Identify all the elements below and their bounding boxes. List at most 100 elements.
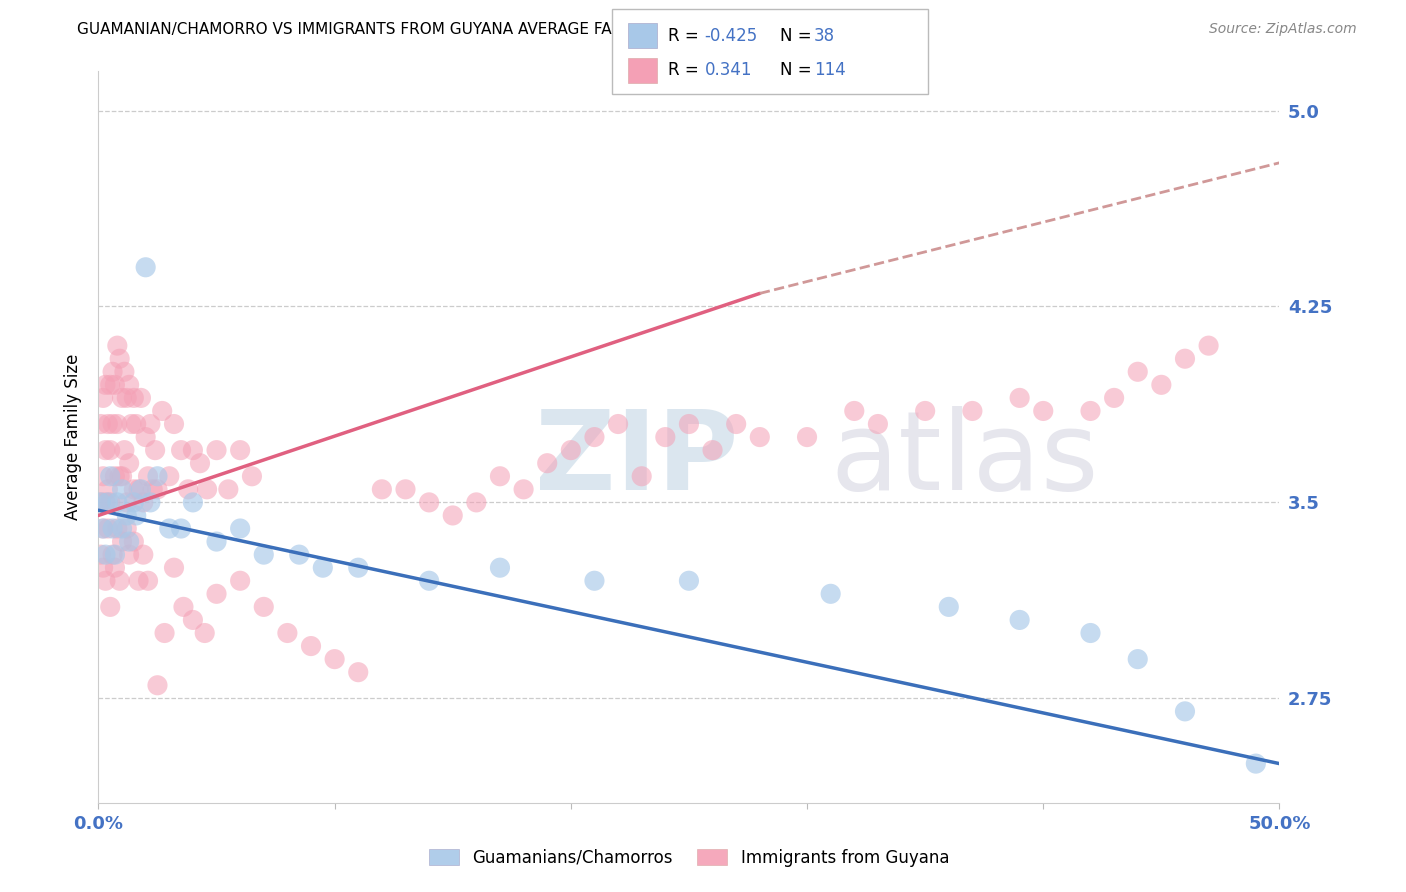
Point [194,626,217,640]
Point [1126,365,1149,379]
Point [108,469,131,483]
Point [299,639,322,653]
Point [465,495,488,509]
Point [195,483,218,497]
Point [139,495,162,509]
Point [104,377,127,392]
Point [938,599,960,614]
Text: Source: ZipAtlas.com: Source: ZipAtlas.com [1209,22,1357,37]
Point [101,522,124,536]
Point [181,443,204,458]
Point [122,391,145,405]
Point [163,417,186,431]
Point [678,417,700,431]
Point [97,417,120,431]
Point [118,377,141,392]
Point [112,443,135,458]
Point [94,377,117,392]
Point [104,469,127,483]
Text: R =: R = [668,62,704,79]
Point [229,574,252,588]
Point [97,522,120,536]
Point [205,443,228,458]
Point [111,534,134,549]
Point [122,483,145,497]
Point [115,495,138,509]
Point [118,456,141,470]
Point [108,574,131,588]
Point [115,522,138,536]
Point [607,417,630,431]
Point [101,548,124,562]
Point [91,391,114,405]
Point [143,443,166,458]
Point [91,522,114,536]
Point [1126,652,1149,666]
Point [441,508,464,523]
Point [1008,391,1031,405]
Point [111,469,134,483]
Point [654,430,676,444]
Point [962,404,984,418]
Point [323,652,346,666]
Point [253,548,276,562]
Point [205,534,228,549]
Point [91,469,114,483]
Point [90,495,112,509]
Point [94,548,117,562]
Point [560,443,582,458]
Point [132,548,155,562]
Point [1174,351,1197,366]
Point [347,560,370,574]
Point [914,404,936,418]
Point [90,495,112,509]
Point [135,430,157,444]
Point [312,560,335,574]
Point [394,483,416,497]
Point [129,483,152,497]
Point [181,613,204,627]
Point [101,417,124,431]
Point [122,495,145,509]
Point [371,483,394,497]
Point [90,417,112,431]
Point [111,522,134,536]
Point [146,483,169,497]
Text: ZIP: ZIP [536,406,738,513]
Point [153,626,176,640]
Point [188,456,211,470]
Point [820,587,842,601]
Point [105,522,128,536]
Point [1150,377,1173,392]
Point [253,599,276,614]
Point [97,483,120,497]
Point [630,469,652,483]
Point [240,469,263,483]
Point [91,560,114,574]
Point [142,483,165,497]
Point [489,560,512,574]
Point [1174,705,1197,719]
Point [115,508,138,523]
Point [678,574,700,588]
Point [163,560,186,574]
Point [702,443,724,458]
Point [146,678,169,692]
Point [1198,339,1220,353]
Point [150,404,173,418]
Point [288,548,311,562]
Point [347,665,370,680]
Point [157,469,180,483]
Point [105,495,128,509]
Point [181,495,204,509]
Point [170,443,193,458]
Point [111,391,134,405]
Text: 114: 114 [814,62,846,79]
Point [844,404,866,418]
Point [122,534,145,549]
Point [112,365,135,379]
Point [98,443,121,458]
Point [1102,391,1125,405]
Point [796,430,818,444]
Point [229,522,252,536]
